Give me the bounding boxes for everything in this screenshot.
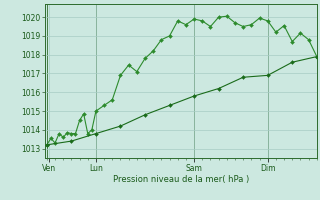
X-axis label: Pression niveau de la mer( hPa ): Pression niveau de la mer( hPa )	[113, 175, 249, 184]
